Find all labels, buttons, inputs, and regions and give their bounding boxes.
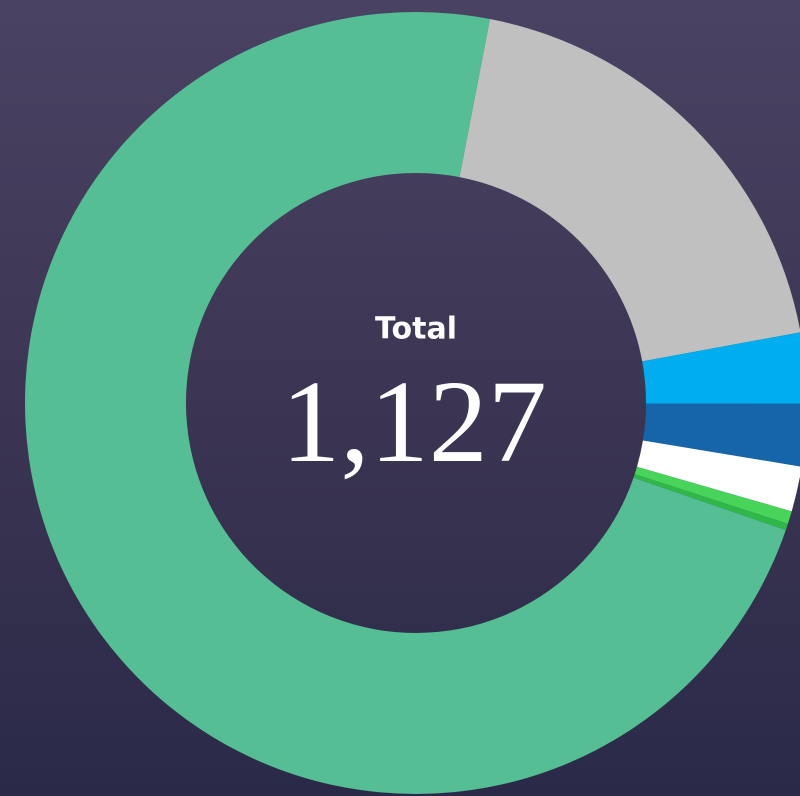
chart: Total 1,127 xyxy=(0,0,800,796)
center-title: Total xyxy=(375,312,457,347)
center-total: 1,127 xyxy=(281,356,547,487)
